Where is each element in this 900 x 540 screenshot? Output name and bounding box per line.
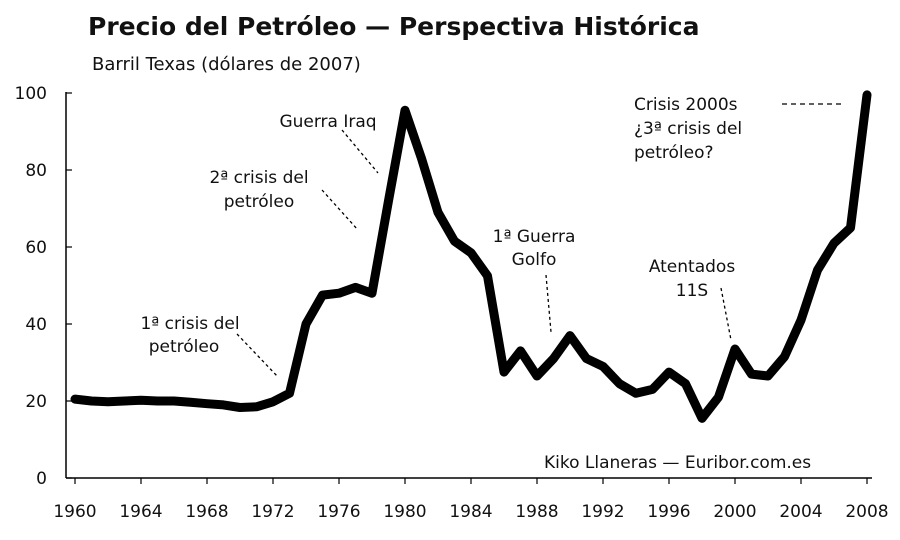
y-tick-label: 60 xyxy=(25,238,47,258)
annotation-label: 1ª crisis del xyxy=(140,314,239,334)
annotation-guerra-golfo: 1ª Guerra Golfo xyxy=(493,227,576,333)
annotation-2a-crisis: 2ª crisis del petróleo xyxy=(209,168,359,231)
series-line-price xyxy=(70,90,872,423)
annotation-label: 11S xyxy=(676,281,708,301)
chart-credit: Kiko Llaneras — Euribor.com.es xyxy=(544,453,811,473)
annotation-label: ¿3ª crisis del xyxy=(634,119,742,139)
x-tick-label: 1992 xyxy=(581,502,624,522)
annotation-leader xyxy=(545,274,552,333)
annotation-guerra-iraq: Guerra Iraq xyxy=(279,112,379,174)
annotation-leader xyxy=(236,333,279,378)
chart-title: Precio del Petróleo — Perspectiva Histór… xyxy=(88,12,699,41)
x-tick-label: 2000 xyxy=(713,502,756,522)
x-tick-label: 1976 xyxy=(317,502,360,522)
x-tick-label: 1984 xyxy=(449,502,492,522)
annotation-crisis-2000s: Crisis 2000s ¿3ª crisis del petróleo? xyxy=(634,95,842,163)
x-tick-label: 1964 xyxy=(119,502,162,522)
x-tick-label: 1980 xyxy=(383,502,426,522)
x-tick-label: 2008 xyxy=(845,502,888,522)
annotation-label: Crisis 2000s xyxy=(634,95,738,115)
annotation-leader xyxy=(341,129,379,174)
annotation-label: petróleo xyxy=(224,192,295,212)
annotation-label: Golfo xyxy=(512,250,557,270)
chart-subtitle: Barril Texas (dólares de 2007) xyxy=(92,54,361,75)
annotation-label: petróleo? xyxy=(634,143,714,163)
annotation-label: 1ª Guerra xyxy=(493,227,576,247)
x-tick-label: 1996 xyxy=(647,502,690,522)
x-tick-label: 1988 xyxy=(515,502,558,522)
annotation-label: petróleo xyxy=(149,337,220,357)
annotation-leader xyxy=(720,287,732,341)
annotation-1a-crisis: 1ª crisis del petróleo xyxy=(140,314,279,378)
y-tick-label: 100 xyxy=(15,84,47,104)
annotation-label: 2ª crisis del xyxy=(209,168,308,188)
x-axis-ticks: 1960 1964 1968 1972 1976 1980 1984 1988 1992 1996… xyxy=(53,478,889,522)
y-tick-label: 40 xyxy=(25,315,47,335)
annotation-leader xyxy=(321,189,359,231)
y-axis-ticks: 0 20 40 60 80 100 xyxy=(15,84,72,489)
x-tick-label: 1960 xyxy=(53,502,96,522)
y-tick-label: 0 xyxy=(36,469,47,489)
annotation-atentados-11s: Atentados 11S xyxy=(649,257,736,341)
x-tick-label: 1972 xyxy=(251,502,294,522)
annotation-label: Guerra Iraq xyxy=(279,112,376,132)
annotation-label: Atentados xyxy=(649,257,736,277)
x-tick-label: 1968 xyxy=(185,502,228,522)
y-tick-label: 80 xyxy=(25,161,47,181)
x-tick-label: 2004 xyxy=(779,502,822,522)
y-tick-label: 20 xyxy=(25,392,47,412)
